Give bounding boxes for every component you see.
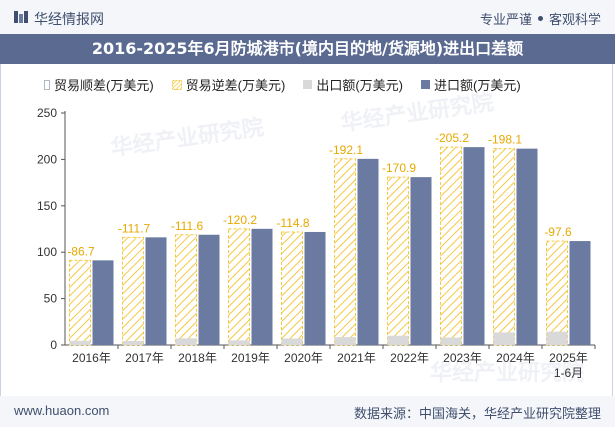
- import-bar: [145, 237, 167, 345]
- footer-website: www.huaon.com: [14, 403, 110, 418]
- footer-source: 数据来源：中国海关，华经产业研究院整理: [353, 406, 601, 421]
- legend-label-export: 出口额(万美元): [316, 78, 404, 93]
- footer: www.huaon.com 数据来源：中国海关，华经产业研究院整理: [0, 396, 615, 427]
- import-bar: [357, 158, 379, 345]
- x-tick-label: 2022年: [390, 351, 429, 365]
- deficit-bar: [228, 228, 250, 346]
- legend-label-import: 进口额(万美元): [434, 78, 521, 93]
- x-tick-label: 1-6月: [554, 366, 583, 380]
- deficit-bar: [281, 231, 303, 346]
- y-tick-label: 50: [44, 292, 58, 306]
- deficit-data-label: -111.7: [118, 221, 151, 235]
- import-bar: [463, 147, 485, 345]
- deficit-bar: [175, 234, 197, 346]
- deficit-bar: [440, 146, 462, 346]
- deficit-bar: [546, 240, 568, 346]
- x-tick-label: 2025年: [549, 351, 588, 365]
- import-bar: [304, 231, 326, 345]
- export-swatch-icon: [303, 80, 313, 89]
- y-tick-label: 200: [37, 152, 57, 166]
- deficit-data-label: -205.2: [435, 131, 469, 145]
- y-tick-label: 250: [37, 106, 57, 120]
- x-tick-label: 2017年: [125, 351, 164, 365]
- slogan: 专业严谨 客观科学: [480, 9, 601, 28]
- slogan-right: 客观科学: [548, 12, 601, 27]
- deficit-data-label: -86.7: [67, 244, 95, 258]
- export-bar: [493, 332, 515, 345]
- deficit-bar: [69, 259, 91, 346]
- legend-item-deficit: 贸易逆差(万美元): [171, 75, 286, 94]
- export-bar: [440, 337, 462, 345]
- legend-label-surplus: 贸易顺差(万美元): [54, 78, 154, 93]
- x-tick-label: 2023年: [443, 351, 482, 365]
- brand-logo-icon: [14, 11, 28, 23]
- bar-chart: 0 50 100 150 200 250 2016年 2017年 2018年 2019年 2020年…: [37, 106, 596, 380]
- import-bar: [198, 234, 220, 345]
- deficit-bar: [387, 176, 409, 346]
- export-bar: [334, 337, 356, 345]
- y-tick-label: 0: [50, 338, 57, 352]
- deficit-data-label: -170.9: [382, 161, 416, 175]
- legend: 贸易顺差(万美元) 贸易逆差(万美元) 出口额(万美元) 进口额(万美元): [44, 75, 521, 94]
- legend-label-deficit: 贸易逆差(万美元): [185, 78, 286, 93]
- y-tick-label: 100: [37, 245, 57, 259]
- x-tick-label: 2018年: [178, 351, 217, 365]
- brand-name: 华经情报网: [34, 11, 104, 27]
- export-bar: [387, 335, 409, 345]
- deficit-bar: [334, 158, 356, 346]
- export-bar: [281, 338, 303, 345]
- chart-title: 2016-2025年6月防城港市(境内目的地/货源地)进出口差额: [0, 34, 615, 64]
- export-bar: [546, 331, 568, 345]
- deficit-data-label: -198.1: [488, 133, 522, 147]
- export-bar: [228, 340, 250, 345]
- x-tick-label: 2019年: [231, 351, 270, 365]
- x-tick-label: 2024年: [496, 351, 535, 365]
- export-bar: [122, 341, 144, 345]
- x-tick-label: 2021年: [337, 351, 376, 365]
- surplus-swatch-icon: [44, 79, 50, 90]
- separator-dot-icon: [537, 16, 543, 21]
- deficit-data-label: -120.2: [223, 213, 257, 227]
- import-swatch-icon: [421, 80, 431, 89]
- deficit-data-label: -114.8: [276, 216, 309, 230]
- legend-item-import: 进口额(万美元): [421, 75, 521, 94]
- deficit-bar: [122, 236, 144, 346]
- export-bar: [175, 338, 197, 345]
- legend-item-export: 出口额(万美元): [303, 75, 403, 94]
- deficit-data-label: -111.6: [171, 219, 204, 233]
- deficit-bar: [493, 148, 515, 346]
- slogan-left: 专业严谨: [479, 12, 532, 27]
- y-tick-label: 150: [37, 199, 57, 213]
- legend-item-surplus: 贸易顺差(万美元): [44, 75, 154, 94]
- deficit-data-label: -192.1: [329, 143, 363, 157]
- export-bar: [69, 340, 91, 345]
- import-bar: [251, 228, 273, 345]
- top-bar: 华经情报网 专业严谨 客观科学: [0, 0, 615, 34]
- x-tick-label: 2016年: [72, 351, 111, 365]
- import-bar: [569, 241, 591, 345]
- import-bar: [516, 148, 538, 345]
- import-bar: [410, 177, 432, 345]
- import-bar: [92, 260, 114, 345]
- deficit-data-label: -97.6: [544, 225, 572, 239]
- deficit-swatch-icon: [171, 79, 182, 90]
- x-tick-label: 2020年: [284, 351, 323, 365]
